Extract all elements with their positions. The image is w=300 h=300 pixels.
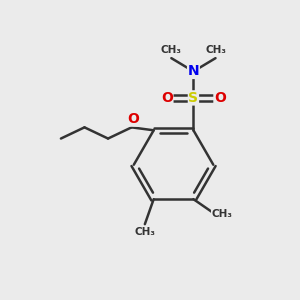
Text: CH₃: CH₃ bbox=[212, 209, 233, 219]
Text: CH₃: CH₃ bbox=[134, 227, 155, 237]
Text: N: N bbox=[188, 64, 199, 78]
Text: CH₃: CH₃ bbox=[206, 45, 226, 55]
Text: O: O bbox=[127, 112, 139, 126]
Text: O: O bbox=[161, 91, 173, 105]
Text: S: S bbox=[188, 91, 198, 105]
Text: O: O bbox=[214, 91, 226, 105]
Text: CH₃: CH₃ bbox=[160, 45, 181, 55]
